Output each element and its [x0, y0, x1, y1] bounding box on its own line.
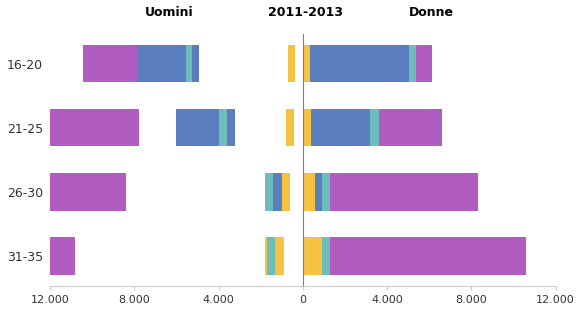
Bar: [315, 173, 322, 211]
Bar: [0, 173, 126, 211]
Bar: [219, 109, 227, 146]
Bar: [176, 109, 236, 146]
Bar: [330, 173, 478, 211]
Text: Uomini: Uomini: [144, 6, 193, 19]
Bar: [278, 173, 290, 211]
Bar: [322, 173, 330, 211]
Bar: [265, 237, 284, 275]
Bar: [265, 173, 274, 211]
Bar: [310, 45, 409, 82]
Bar: [303, 45, 310, 82]
Bar: [267, 237, 275, 275]
Bar: [303, 237, 322, 275]
Bar: [370, 109, 379, 146]
Bar: [330, 237, 526, 275]
Bar: [0, 237, 75, 275]
Bar: [379, 109, 442, 146]
Bar: [274, 173, 282, 211]
Bar: [50, 109, 139, 146]
Bar: [303, 109, 311, 146]
Bar: [322, 237, 330, 275]
Text: Donne: Donne: [409, 6, 455, 19]
Bar: [311, 109, 370, 146]
Bar: [286, 109, 294, 146]
Bar: [186, 45, 192, 82]
Bar: [102, 45, 198, 82]
Bar: [409, 45, 416, 82]
Bar: [416, 45, 432, 82]
Bar: [288, 45, 296, 82]
Text: 2011-2013: 2011-2013: [268, 6, 343, 19]
Bar: [303, 173, 315, 211]
Bar: [83, 45, 137, 82]
